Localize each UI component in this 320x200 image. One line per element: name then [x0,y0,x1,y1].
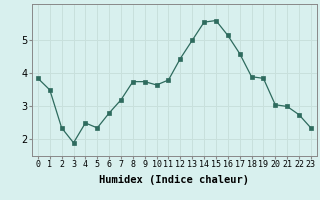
X-axis label: Humidex (Indice chaleur): Humidex (Indice chaleur) [100,175,249,185]
